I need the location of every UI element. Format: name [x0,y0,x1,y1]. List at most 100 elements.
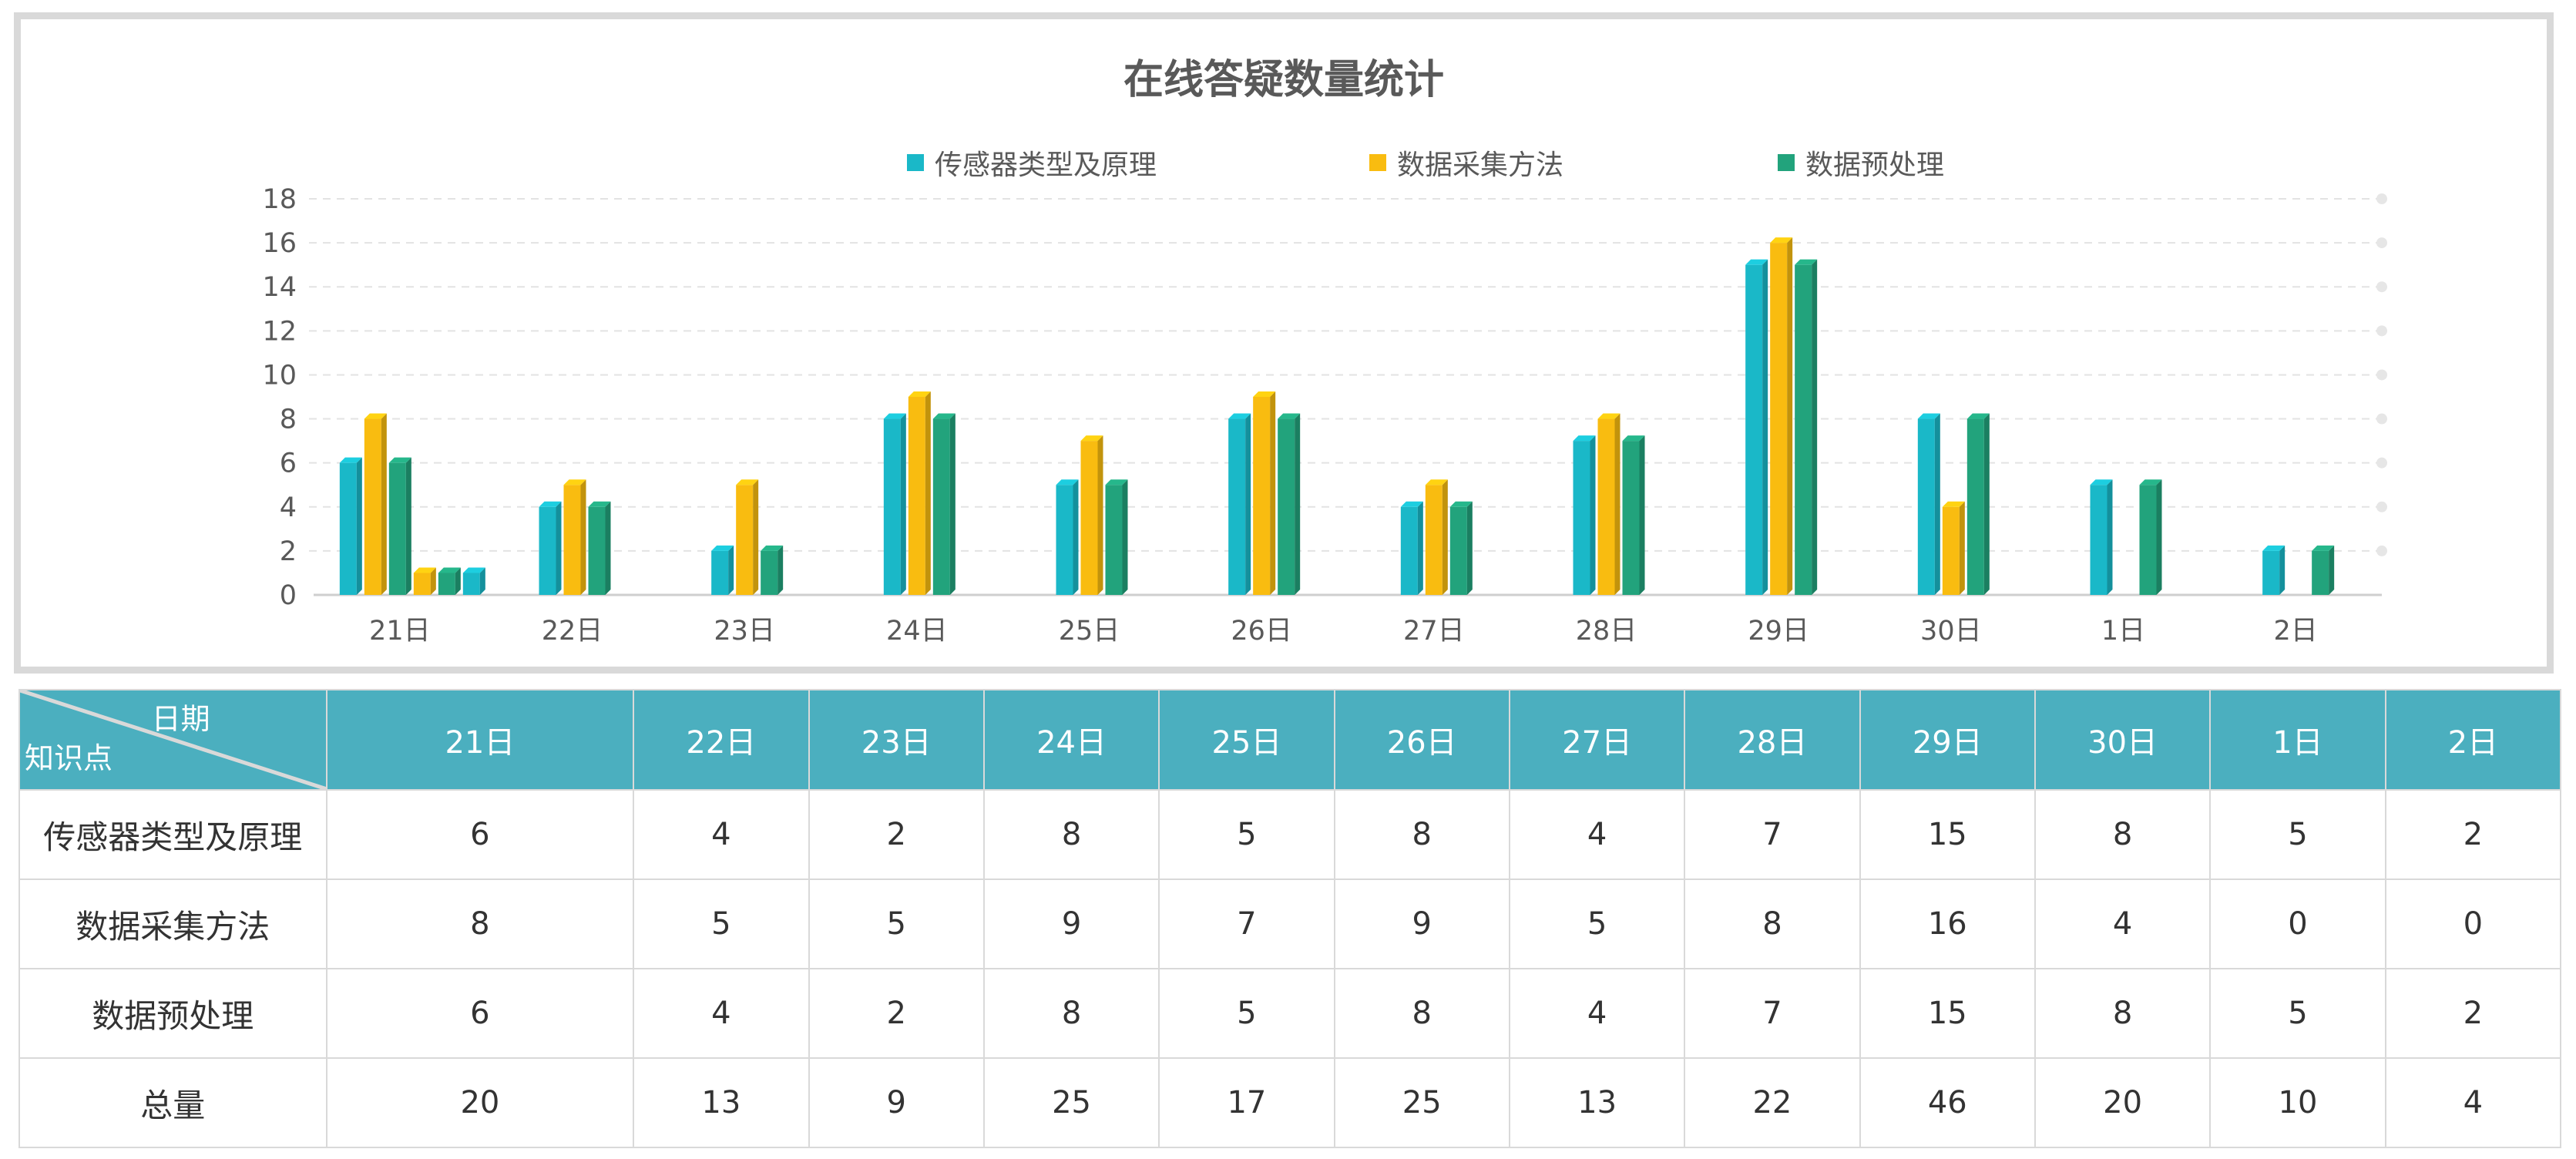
table-cell: 5 [633,878,810,969]
corner-label-date: 日期 [151,702,210,736]
bar-1 [1770,237,1793,595]
corner-label-topic: 知识点 [25,741,113,775]
legend-item-2: 数据预处理 [1778,143,1944,183]
table-cell: 7 [1684,968,1861,1059]
legend-item-0: 传感器类型及原理 [907,143,1157,183]
x-tick-label: 22日 [542,616,603,647]
table-cell: 8 [1333,789,1510,880]
chart-title: 在线答疑数量统计 [1123,57,1444,103]
table-cell: 20 [325,1057,635,1148]
bar-2 [1449,501,1473,595]
table-cell: 0 [2209,878,2386,969]
bar-1 [1942,501,1965,595]
chart-frame: 在线答疑数量统计 传感器类型及原理 数据采集方法 数据预处理 0 2 4 6 8 10 12… [14,12,2554,674]
table-cell: 8 [982,968,1160,1059]
table-header-row: 日期 知识点 21日 22日 23日 24日 25日 26日 27日 28日 2… [18,689,2562,791]
x-tick-label: 29日 [1748,616,1809,647]
gridline-end-dot [2376,281,2387,293]
bar-2 [588,501,611,595]
header-cell: 22日 [633,689,810,791]
x-tick-label: 30日 [1920,616,1982,647]
y-tick-label: 6 [280,448,297,479]
table-cell: 8 [982,789,1160,880]
header-cell: 1日 [2209,689,2386,791]
table-cell: 9 [982,878,1160,969]
bar-0 [539,501,562,595]
table-cell: 22 [1684,1057,1861,1148]
header-cell: 30日 [2034,689,2212,791]
bar-2 [1622,435,1645,595]
table-cell: 13 [1508,1057,1686,1148]
y-tick-label: 16 [262,228,297,259]
legend-item-1: 数据采集方法 [1369,143,1563,183]
header-cell: 26日 [1333,689,1510,791]
row-label: 总量 [18,1057,327,1148]
table-cell: 7 [1684,789,1861,880]
table-cell: 46 [1859,1057,2036,1148]
bar-1 [1425,479,1448,595]
legend-swatch-0 [907,154,924,171]
bar-1 [736,479,759,595]
table-cell: 7 [1158,878,1335,969]
y-tick-label: 18 [262,184,297,215]
table-cell: 25 [982,1057,1160,1148]
x-tick-label: 25日 [1059,616,1120,647]
header-cell: 28日 [1684,689,1861,791]
bar-0 [2262,545,2285,595]
table-cell: 17 [1158,1057,1335,1148]
y-tick-label: 14 [262,272,297,303]
x-tick-label: 23日 [714,616,775,647]
data-table: 日期 知识点 21日 22日 23日 24日 25日 26日 27日 28日 2… [18,689,2562,1148]
table-row: 传感器类型及原理 6 4 2 8 5 8 4 7 15 8 5 2 [18,789,2562,880]
bar-0 [1917,413,1940,595]
table-cell: 13 [633,1057,810,1148]
bar-0 [1228,413,1251,595]
bar-2 [2139,479,2162,595]
gridline-end-dot [2376,501,2387,512]
y-tick-label: 10 [262,360,297,391]
x-tick-label: 2日 [2274,616,2318,647]
table-cell: 2 [808,789,985,880]
bar-1 [1253,391,1276,595]
bar-2 [1795,259,1818,595]
table-cell: 10 [2209,1057,2386,1148]
x-tick-label: 27日 [1403,616,1465,647]
table-cell: 4 [2384,1057,2562,1148]
table-cell: 9 [1333,878,1510,969]
bar-0 [2090,479,2113,595]
table-cell: 5 [1158,789,1335,880]
bar-1 [908,391,931,595]
y-tick-label: 4 [280,492,297,523]
table-body: 传感器类型及原理 6 4 2 8 5 8 4 7 15 8 5 2 数据采集方法 8 5 5 9 7 9 5 8 16 4 0 0… [18,789,2562,1148]
table-cell: 5 [2209,968,2386,1059]
header-cell: 23日 [808,689,985,791]
bar-chart: 0 2 4 6 8 10 12 14 16 18 21日 22日 23日 24日 25日 26日 27日 28日 2… [262,184,2387,647]
header-cell: 27日 [1508,689,1686,791]
bar-extra [413,567,436,595]
table-cell: 5 [1508,878,1686,969]
bar-1 [1080,435,1103,595]
header-cell: 2日 [2384,689,2562,791]
table-cell: 8 [325,878,635,969]
bar-0 [1745,259,1768,595]
table-cell: 4 [633,968,810,1059]
bar-2 [1105,479,1128,595]
bar-0 [1056,479,1079,595]
chart-legend: 传感器类型及原理 数据采集方法 数据预处理 [21,143,2547,189]
table-cell: 16 [1859,878,2036,969]
table-cell: 8 [2034,968,2212,1059]
gridline-end-dot [2376,545,2387,556]
bar-extra [438,567,461,595]
bar-2 [1278,413,1301,595]
bar-0 [1573,435,1596,595]
bar-1 [563,479,586,595]
bar-0 [1400,501,1423,595]
row-label: 数据预处理 [18,968,327,1059]
table-cell: 4 [633,789,810,880]
bar-1 [364,413,387,595]
table-cell: 15 [1859,968,2036,1059]
table-cell: 6 [325,789,635,880]
legend-label-2: 数据预处理 [1805,149,1945,181]
x-tick-label: 1日 [2101,616,2145,647]
bar-2 [761,545,784,595]
